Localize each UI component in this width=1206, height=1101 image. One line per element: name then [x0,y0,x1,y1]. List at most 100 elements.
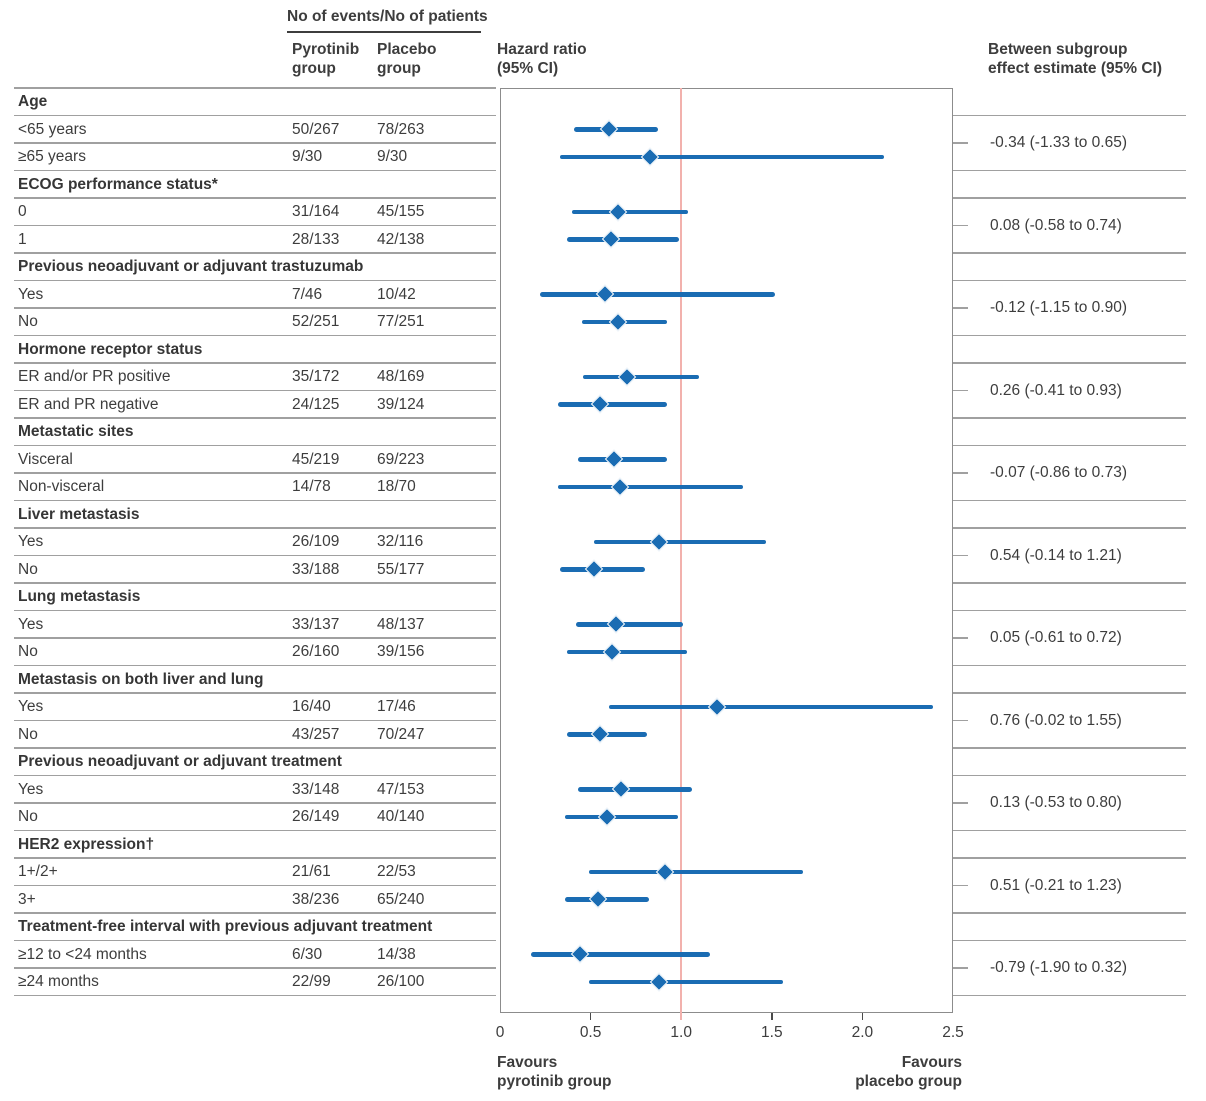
events-patients-header: No of events/No of patients [287,8,488,25]
gridline-right [953,252,1186,254]
between-subgroup-estimate: -0.12 (-1.15 to 0.90) [990,299,1127,317]
gridline [14,527,496,529]
gridline [14,554,496,557]
gridline [14,224,496,227]
placebo-count: 39/156 [377,643,425,660]
gridline-right [953,527,1186,529]
gridline [14,967,496,969]
gridline [14,637,496,639]
gridline-right [953,994,1186,997]
gridline-right [953,692,1186,694]
ci-line [577,787,693,792]
gridline-right [953,774,1186,777]
gridline [14,609,496,612]
group-header-label: Liver metastasis [18,505,140,523]
events-patients-underline [287,31,481,33]
subgroup-label: No [18,643,38,660]
gridline [14,362,496,364]
gridline [14,857,496,859]
plot-box [500,88,953,1013]
ci-line [583,374,700,379]
pyrotinib-count: 14/78 [292,478,331,495]
placebo-count: 70/247 [377,725,425,743]
subgroup-label: 3+ [18,890,36,908]
pyrotinib-count: 35/172 [292,368,340,385]
subgroup-label: No [18,808,38,825]
gridline-right [953,362,1186,364]
placebo-count: 65/240 [377,890,425,908]
between-subgroup-estimate: -0.79 (-1.90 to 0.32) [990,959,1127,977]
group-header-label: Previous neoadjuvant or adjuvant treatme… [18,753,342,770]
pyrotinib-count: 50/267 [292,120,340,138]
group-header-label: Hormone receptor status [18,340,203,358]
placebo-count: 77/251 [377,313,425,330]
gridline-tick [953,637,968,639]
between-subgroup-estimate: 0.54 (-0.14 to 1.21) [990,546,1122,564]
ci-line [576,622,683,627]
pyrotinib-column-header: Pyrotinib group [292,41,360,77]
between-subgroup-estimate: 0.26 (-0.41 to 0.93) [990,381,1122,399]
subgroup-label: Yes [18,698,44,715]
gridline [14,444,496,447]
ci-line [608,704,934,709]
subgroup-label: Visceral [18,450,73,468]
gridline-tick [953,802,968,804]
gridline-right [953,279,1186,282]
subgroup-label: 1 [18,230,27,248]
gridline-right [953,664,1186,667]
pyrotinib-count: 38/236 [292,890,340,908]
ci-line [567,649,687,654]
pyrotinib-count: 16/40 [292,698,331,715]
placebo-count: 40/140 [377,808,425,825]
gridline [14,114,496,117]
subgroup-label: Non-visceral [18,478,105,495]
gridline [14,307,496,309]
placebo-count: 42/138 [377,230,425,248]
pyrotinib-count: 21/61 [292,863,331,880]
placebo-count: 39/124 [377,395,425,413]
placebo-count: 69/223 [377,450,425,468]
subgroup-label: ER and/or PR positive [18,368,171,385]
ci-line [572,209,689,214]
hazard-ratio-header: Hazard ratio (95% CI) [497,41,587,77]
axis-tick-label: 0.5 [579,1024,602,1041]
gridline [14,719,496,722]
group-header-label: Previous neoadjuvant or adjuvant trastuz… [18,258,364,275]
gridline [14,252,496,254]
gridline-tick [953,307,968,309]
gridline [14,142,496,144]
gridline [14,169,496,172]
gridline [14,582,496,584]
subgroup-label: No [18,560,38,578]
gridline [14,472,496,474]
pyrotinib-count: 31/164 [292,203,340,220]
gridline-right [953,939,1186,942]
between-subgroup-estimate: 0.05 (-0.61 to 0.72) [990,629,1122,647]
pyrotinib-count: 43/257 [292,725,340,743]
axis-tick [771,1013,773,1020]
ci-line [559,154,885,159]
gridline [14,389,496,392]
pyrotinib-count: 33/137 [292,615,340,633]
gridline [14,774,496,777]
gridline-right [953,444,1186,447]
placebo-count: 22/53 [377,863,416,880]
gridline-right [953,609,1186,612]
ci-line [565,814,678,819]
axis-tick-label: 2.0 [851,1024,874,1041]
subgroup-label: ER and PR negative [18,395,159,413]
subgroup-label: No [18,313,38,330]
gridline [14,884,496,887]
gridline-tick [953,472,968,474]
gridline-right [953,499,1186,502]
gridline-tick [953,884,968,887]
gridline [14,994,496,997]
gridline [14,939,496,942]
subgroup-label: ≥12 to <24 months [18,945,147,963]
ci-line [567,237,680,242]
pyrotinib-count: 26/149 [292,808,340,825]
pyrotinib-count: 33/188 [292,560,340,578]
reference-line [680,88,682,1013]
placebo-count: 78/263 [377,120,425,138]
